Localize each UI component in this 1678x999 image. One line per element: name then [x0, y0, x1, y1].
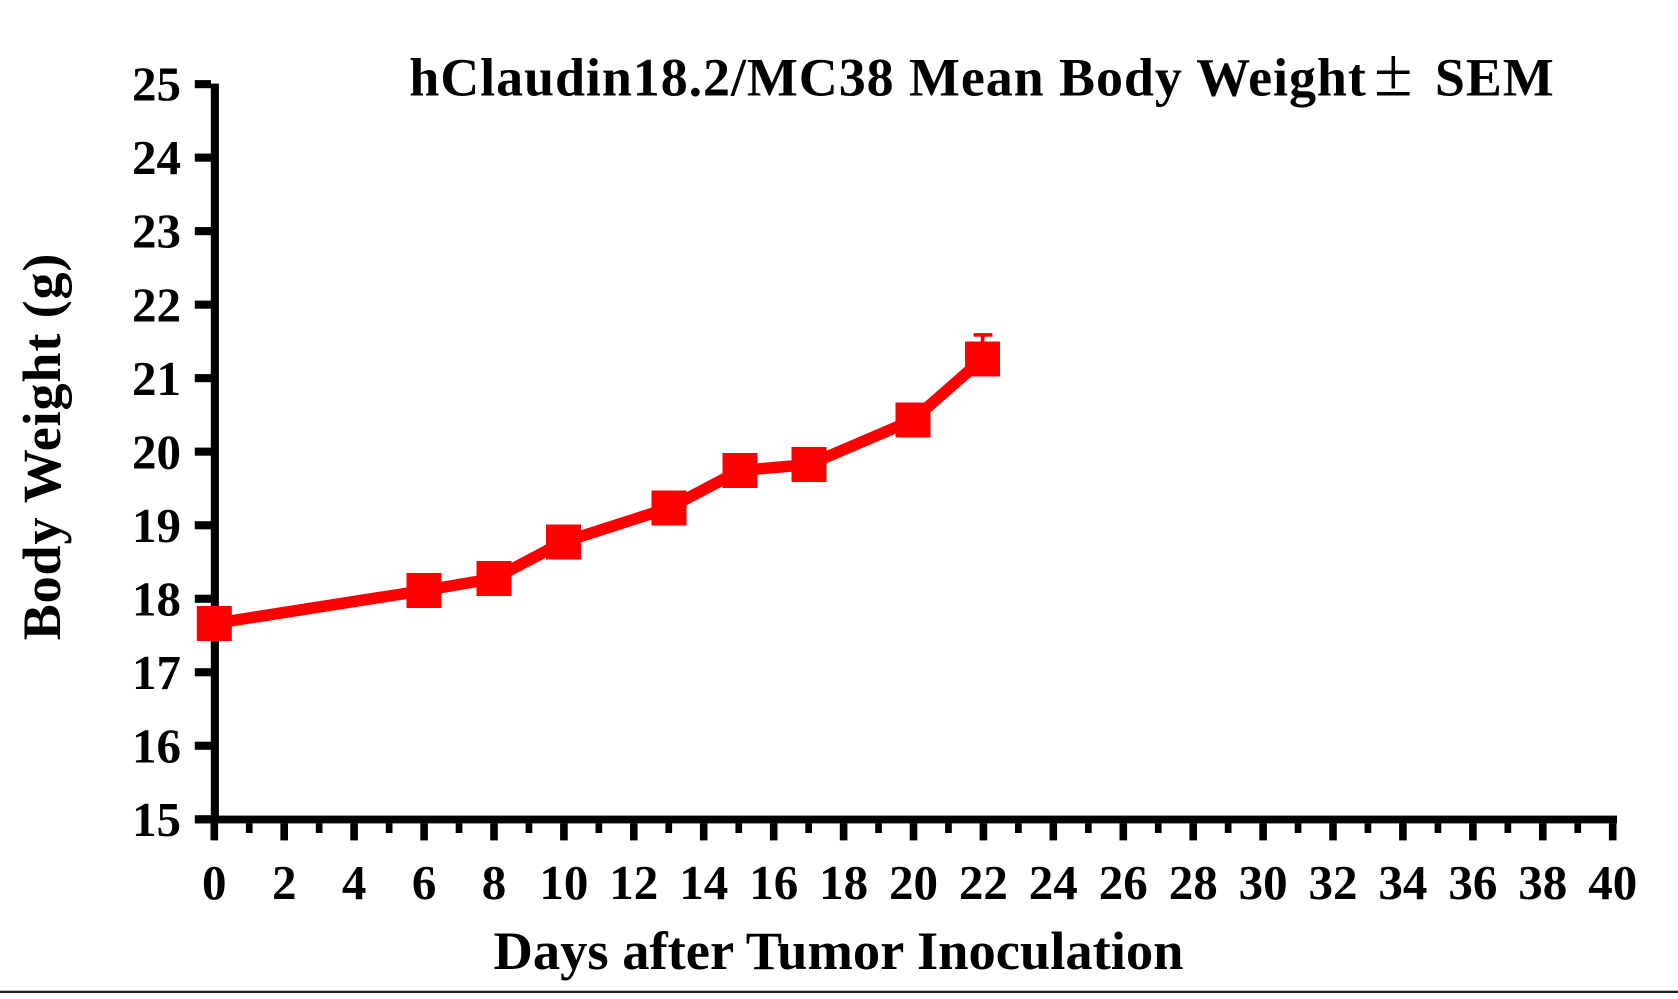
svg-text:28: 28 [1169, 855, 1218, 910]
svg-text:22: 22 [959, 855, 1008, 910]
svg-text:40: 40 [1588, 855, 1637, 910]
svg-text:8: 8 [482, 855, 507, 910]
svg-text:24: 24 [132, 130, 181, 185]
svg-text:36: 36 [1448, 855, 1497, 910]
svg-text:30: 30 [1239, 855, 1288, 910]
svg-text:Days after Tumor Inoculation: Days after Tumor Inoculation [494, 920, 1184, 981]
svg-text:19: 19 [132, 498, 181, 553]
svg-text:18: 18 [819, 855, 868, 910]
svg-text:4: 4 [342, 855, 367, 910]
svg-text:Body Weight (g): Body Weight (g) [12, 253, 72, 641]
svg-text:hClaudin18.2/MC38 Mean Body We: hClaudin18.2/MC38 Mean Body Weight ± SEM [409, 35, 1554, 112]
svg-text:20: 20 [132, 424, 181, 479]
svg-text:14: 14 [679, 855, 728, 910]
svg-text:34: 34 [1378, 855, 1427, 910]
svg-text:22: 22 [132, 277, 181, 332]
svg-text:12: 12 [609, 855, 658, 910]
svg-text:23: 23 [132, 204, 181, 259]
svg-text:18: 18 [132, 571, 181, 626]
svg-text:32: 32 [1309, 855, 1358, 910]
svg-text:38: 38 [1518, 855, 1567, 910]
svg-text:2: 2 [272, 855, 297, 910]
svg-text:10: 10 [539, 855, 588, 910]
svg-text:16: 16 [132, 718, 181, 773]
svg-text:17: 17 [132, 645, 181, 700]
svg-text:20: 20 [889, 855, 938, 910]
svg-text:0: 0 [202, 855, 227, 910]
svg-text:25: 25 [132, 57, 181, 112]
svg-text:21: 21 [132, 351, 181, 406]
svg-text:26: 26 [1099, 855, 1148, 910]
svg-text:24: 24 [1029, 855, 1078, 910]
svg-text:6: 6 [412, 855, 437, 910]
svg-text:15: 15 [132, 792, 181, 847]
svg-text:16: 16 [749, 855, 798, 910]
